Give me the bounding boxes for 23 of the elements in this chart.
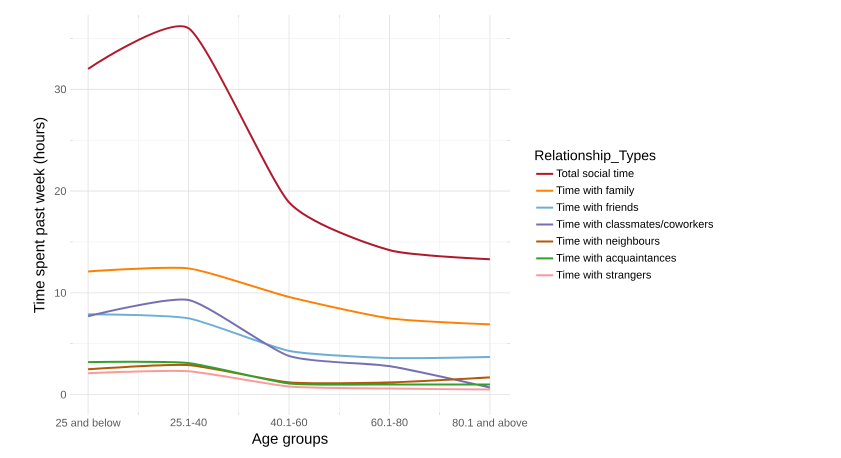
line-series	[87, 313, 491, 360]
x-tick-label: 25 and below	[56, 418, 121, 427]
legend-label: Time with classmates/coworkers	[556, 220, 714, 228]
y-tick-label: 20	[54, 187, 66, 195]
x-tick-label: 40.1-60	[270, 418, 308, 426]
legend-title: Relationship_Types	[535, 150, 656, 164]
y-tick-label: 0	[60, 390, 66, 399]
legend-label: Total social time	[556, 169, 634, 178]
legend-label: Time with friends	[556, 202, 638, 211]
y-axis-title: Time spent past week (hours)	[34, 118, 48, 313]
x-tick-label: 60.1-80	[371, 418, 408, 426]
x-axis-title: Age groups	[252, 433, 328, 447]
legend-label: Time with family	[556, 186, 634, 196]
legend-label: Time with acquaintances	[556, 254, 676, 264]
x-tick-label: 80.1 and above	[452, 418, 528, 427]
line-series	[87, 370, 491, 391]
line-series	[87, 266, 491, 326]
x-tick-label: 25.1-40	[170, 418, 207, 426]
line-series	[87, 298, 491, 389]
legend-label: Time with strangers	[556, 270, 651, 281]
y-tick-label: 10	[55, 288, 66, 297]
y-tick-label: 30	[54, 85, 66, 94]
legend-label: Time with neighbours	[556, 236, 660, 247]
